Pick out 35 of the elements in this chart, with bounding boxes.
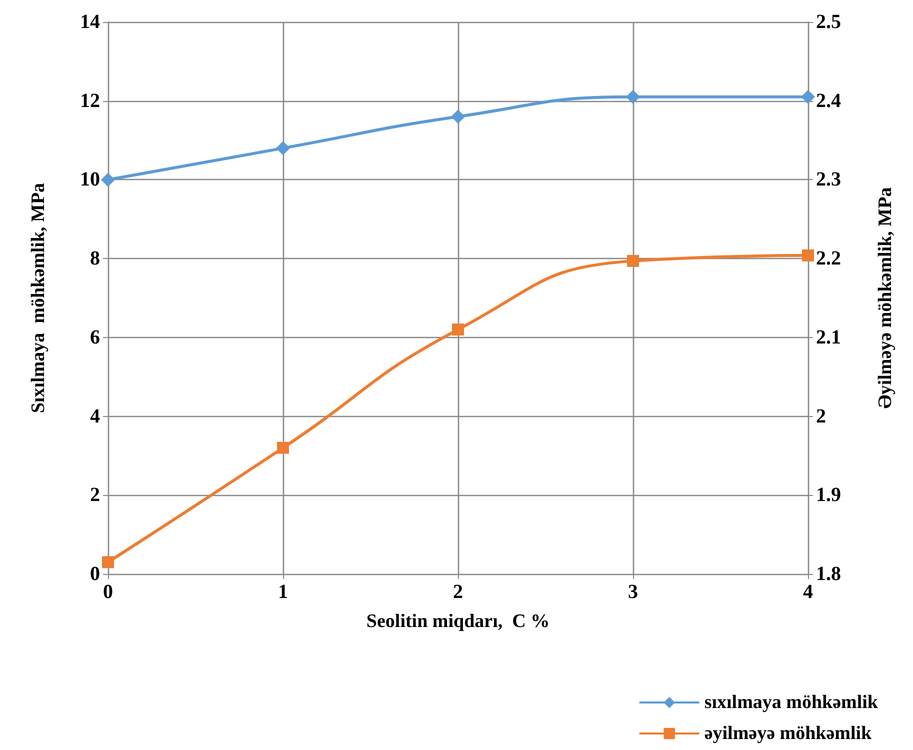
x-tick-label: 1 (278, 581, 288, 603)
point (452, 324, 464, 336)
y2-tick-label: 2.2 (816, 248, 841, 270)
y-tick-label: 10 (80, 168, 100, 191)
point (626, 90, 640, 104)
x-tick-label: 2 (453, 581, 463, 603)
y-tick-label: 8 (90, 248, 100, 270)
y2-tick-label: 2.5 (816, 11, 841, 33)
y2-tick-label: 2.3 (816, 168, 841, 191)
y2-tick-label: 1.9 (816, 484, 841, 506)
x-tick-label: 3 (628, 581, 638, 603)
y2-tick-label: 2 (816, 405, 826, 428)
y-tick-label: 14 (80, 11, 100, 33)
point (451, 110, 465, 124)
y-tick-label: 2 (90, 484, 100, 506)
y2-axis-title: Əyilməyə möhkəmlik, MPa (875, 186, 896, 409)
x-tick-label: 4 (803, 581, 813, 603)
y-tick-label: 6 (90, 326, 100, 348)
point (802, 249, 814, 262)
y-axis-title: Sıxılmaya möhkəmlik, MPa (28, 182, 49, 414)
point (801, 90, 815, 104)
legend-label: əyilməyə möhkəmlik (704, 723, 872, 744)
legend-label: sıxılmaya möhkəmlik (704, 692, 878, 713)
y-tick-label: 4 (90, 405, 100, 428)
point (627, 254, 639, 267)
y-tick-label: 0 (90, 563, 100, 585)
y2-tick-label: 1.8 (816, 563, 841, 585)
point (277, 442, 289, 454)
point (276, 141, 290, 156)
point (101, 172, 115, 187)
point (102, 556, 114, 568)
x-axis-title: Seolitin miqdarı, C % (366, 611, 550, 632)
y2-tick-label: 2.1 (816, 326, 841, 348)
y-tick-label: 12 (80, 90, 100, 112)
y2-tick-label: 2.4 (816, 90, 841, 112)
